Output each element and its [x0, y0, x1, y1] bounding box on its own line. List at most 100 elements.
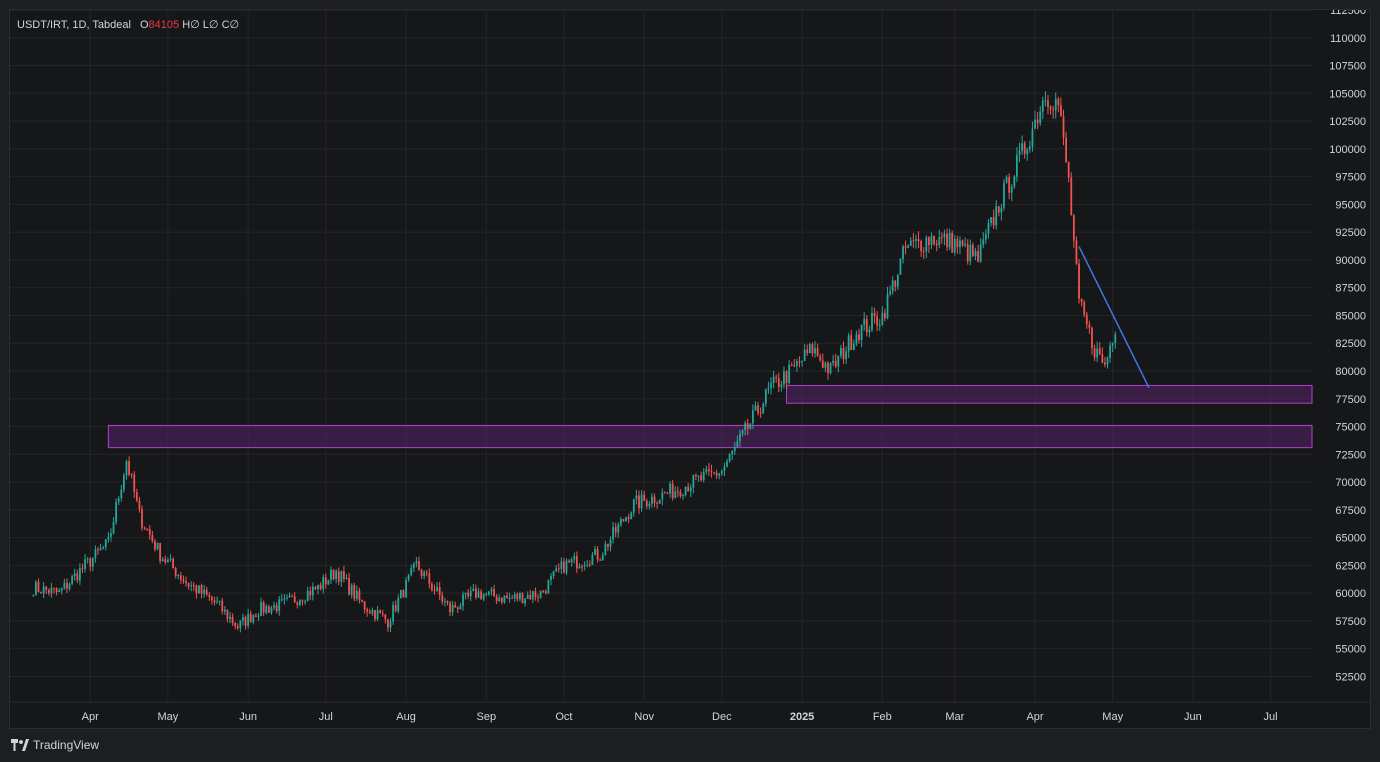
tradingview-branding[interactable]: TradingView	[11, 738, 99, 752]
candle-body	[216, 601, 218, 603]
candle-body	[1070, 177, 1073, 216]
candle-body	[928, 237, 930, 245]
candle-body	[288, 595, 291, 598]
candle-body	[751, 410, 754, 424]
candle-body	[1041, 100, 1044, 112]
candle-body	[353, 585, 356, 599]
time-tick-label: Feb	[873, 711, 892, 723]
candle-body	[402, 589, 405, 598]
candle-body	[462, 594, 464, 606]
candle-body	[1031, 128, 1034, 147]
candle-body	[534, 591, 537, 598]
candle-body	[878, 325, 881, 327]
candle-body	[764, 389, 767, 404]
candle-body	[415, 561, 418, 564]
candle-body	[731, 450, 734, 455]
candle-body	[236, 626, 239, 628]
candle-body	[156, 543, 159, 550]
candle-body	[340, 571, 343, 582]
open-value: 84105	[148, 19, 180, 31]
candle-body	[526, 594, 529, 599]
candle-body	[550, 575, 552, 580]
candle-body	[578, 566, 581, 569]
candle-body	[827, 362, 829, 374]
candle-body	[1098, 348, 1101, 355]
candle-body	[275, 605, 278, 612]
candle-body	[433, 589, 436, 591]
candle-body	[366, 609, 369, 612]
trendline[interactable]	[1078, 246, 1150, 388]
candle-body	[594, 548, 596, 556]
candle-body	[1060, 105, 1062, 117]
time-tick-label: Nov	[634, 711, 654, 723]
candle-body	[619, 519, 622, 525]
candle-body	[185, 581, 187, 584]
candle-body	[368, 611, 371, 614]
candle-body	[552, 571, 555, 576]
candle-body	[252, 615, 255, 623]
candle-body	[490, 589, 493, 592]
candle-body	[1065, 137, 1068, 163]
support-zone[interactable]	[107, 424, 1313, 449]
candle-body	[102, 546, 105, 549]
candle-body	[66, 582, 68, 589]
time-tick-label: Apr	[82, 711, 99, 723]
candle-body	[143, 527, 146, 529]
candle-body	[544, 591, 547, 594]
candle-body	[1026, 149, 1029, 155]
candle-body	[1085, 314, 1088, 325]
chart-frame[interactable]: 52500 55000 57500 60000 62500 65000 67500 70000…	[9, 9, 1371, 729]
candle-body	[855, 334, 858, 344]
candle-body	[361, 599, 363, 602]
candle-body	[1054, 98, 1057, 111]
candle-body	[661, 492, 664, 500]
candle-body	[379, 610, 382, 614]
candle-body	[519, 593, 521, 600]
candle-body	[648, 504, 651, 507]
candle-body	[984, 233, 987, 240]
candle-body	[192, 585, 195, 587]
price-tick-label: 97500	[1335, 172, 1366, 184]
candle-body	[977, 250, 979, 262]
candle-body	[293, 596, 296, 603]
candle-body	[531, 591, 534, 600]
candle-body	[713, 472, 715, 474]
candle-body	[930, 235, 933, 245]
candle-body	[596, 548, 599, 560]
candle-body	[223, 609, 226, 612]
candle-body	[159, 543, 162, 562]
candle-body	[229, 616, 231, 619]
candle-body	[852, 343, 855, 350]
candle-body	[951, 232, 954, 253]
candle-body	[883, 312, 886, 319]
candle-body	[889, 291, 891, 295]
support-zone[interactable]	[786, 384, 1313, 404]
candle-body	[278, 599, 281, 612]
candle-body	[788, 364, 791, 383]
candle-body	[886, 294, 889, 319]
candle-body	[627, 517, 630, 520]
candle-body	[1010, 186, 1013, 193]
candle-body	[226, 609, 229, 619]
price-tick-label: 105000	[1329, 88, 1366, 100]
price-tick-label: 60000	[1335, 588, 1366, 600]
candle-body	[482, 594, 485, 600]
candle-body	[423, 572, 426, 577]
candle-body	[583, 565, 586, 567]
candle-body	[355, 590, 358, 599]
candle-body	[273, 605, 275, 608]
candle-body	[943, 233, 946, 238]
candle-body	[702, 471, 705, 481]
price-tick-label: 112500	[1330, 10, 1366, 17]
candle-body	[94, 549, 97, 559]
price-tick-label: 95000	[1335, 199, 1366, 211]
candle-body	[524, 598, 527, 604]
candle-body	[63, 582, 66, 589]
candle-body	[32, 594, 35, 596]
candle-body	[547, 579, 550, 594]
candle-body	[389, 621, 392, 628]
candlestick-chart[interactable]: 52500 55000 57500 60000 62500 65000 67500 70000…	[10, 10, 1371, 729]
candle-body	[1044, 100, 1047, 102]
candle-body	[73, 573, 76, 577]
candle-body	[1052, 109, 1055, 111]
